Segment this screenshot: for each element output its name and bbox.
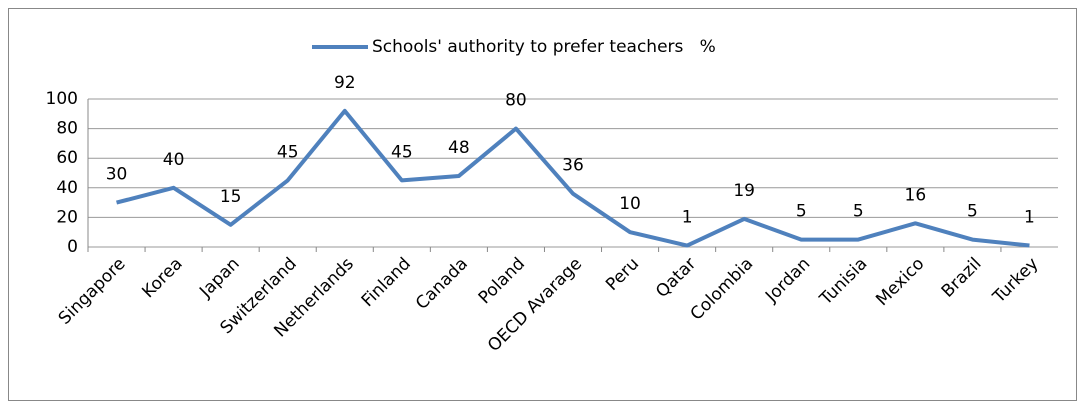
- y-tick-label: 60: [56, 148, 78, 168]
- data-label: 15: [220, 187, 242, 207]
- data-label: 48: [448, 138, 470, 158]
- data-label: 92: [334, 73, 356, 93]
- legend-label: Schools' authority to prefer teachers %: [372, 37, 716, 57]
- data-label: 5: [853, 202, 864, 222]
- data-label: 5: [796, 202, 807, 222]
- data-label: 80: [505, 91, 527, 111]
- data-label: 1: [1024, 208, 1035, 228]
- data-label: 19: [733, 181, 755, 201]
- data-label: 5: [967, 202, 978, 222]
- data-label: 45: [391, 142, 413, 162]
- y-tick-label: 100: [46, 89, 78, 109]
- y-tick-label: 0: [67, 237, 78, 257]
- data-label: 30: [106, 165, 128, 185]
- y-tick-label: 20: [56, 207, 78, 227]
- series-line: [116, 108, 1030, 248]
- y-tick-label: 40: [56, 178, 78, 198]
- data-label: 1: [682, 208, 693, 228]
- chart-border: [8, 8, 1077, 401]
- y-tick-label: 80: [56, 119, 78, 139]
- data-label: 45: [277, 142, 299, 162]
- data-label: 16: [905, 185, 927, 205]
- data-label: 40: [163, 150, 185, 170]
- data-label: 36: [562, 156, 584, 176]
- data-label: 10: [619, 194, 641, 214]
